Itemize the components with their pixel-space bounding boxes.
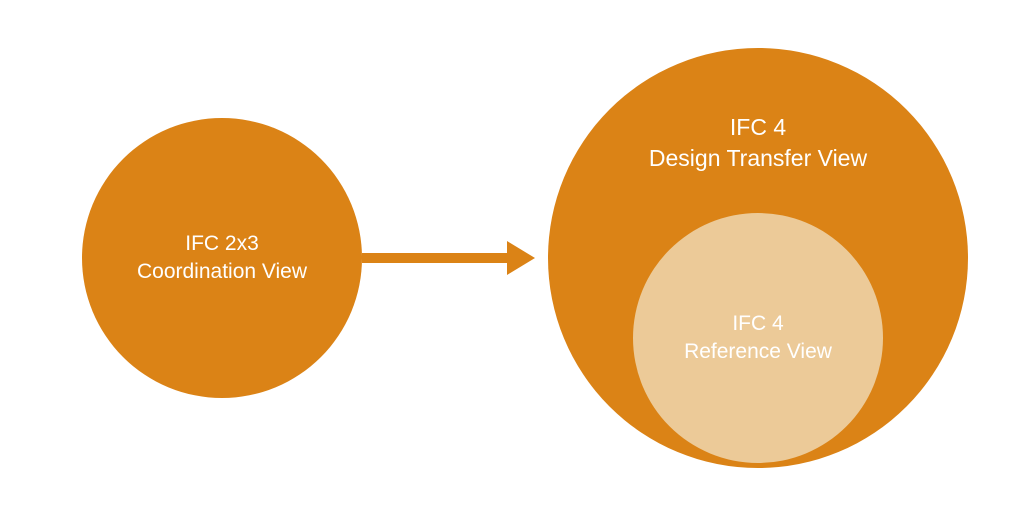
label-line: IFC 2x3 (137, 230, 307, 258)
circle-ifc2x3-label: IFC 2x3 Coordination View (137, 230, 307, 287)
label-line: IFC 4 (548, 112, 968, 143)
label-line: Coordination View (137, 258, 307, 286)
label-line: Reference View (684, 338, 832, 366)
label-line: Design Transfer View (548, 143, 968, 174)
circle-ifc4-reference-label: IFC 4 Reference View (684, 310, 832, 367)
arrow-icon (362, 241, 535, 275)
circle-ifc4-design-transfer-label: IFC 4 Design Transfer View (548, 112, 968, 174)
circle-ifc4-reference: IFC 4 Reference View (633, 213, 883, 463)
circle-ifc2x3: IFC 2x3 Coordination View (82, 118, 362, 398)
label-line: IFC 4 (684, 310, 832, 338)
